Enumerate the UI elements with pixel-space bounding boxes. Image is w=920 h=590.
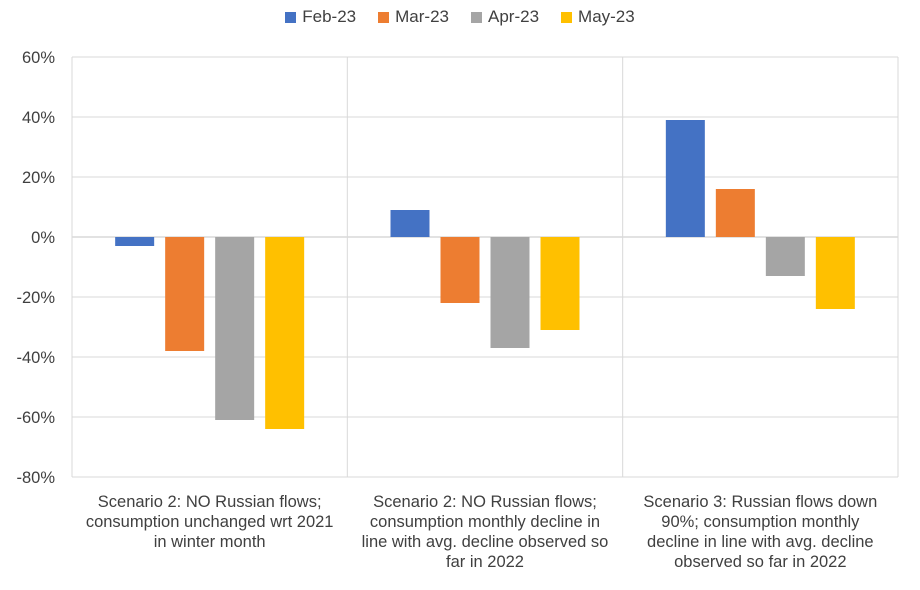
x-category-label-line: line with avg. decline observed so bbox=[361, 533, 609, 551]
y-tick-label: -80% bbox=[16, 469, 55, 487]
bar-mar-23 bbox=[165, 237, 205, 351]
legend-item: Mar-23 bbox=[378, 7, 449, 27]
x-category-label-line: observed so far in 2022 bbox=[674, 553, 847, 571]
legend-swatch bbox=[561, 11, 573, 23]
x-category-label-line: in winter month bbox=[153, 533, 266, 551]
y-tick-label: 20% bbox=[22, 169, 55, 187]
legend-label: May-23 bbox=[578, 7, 635, 26]
x-category-label-line: consumption unchanged wrt 2021 bbox=[85, 513, 334, 531]
bar-apr-23 bbox=[215, 237, 255, 420]
legend-swatch bbox=[285, 11, 297, 23]
x-category-label-line: decline in line with avg. decline bbox=[647, 533, 874, 551]
x-category-label-line: Scenario 3: Russian flows down bbox=[643, 493, 878, 511]
legend-item: Apr-23 bbox=[471, 7, 539, 27]
bar-may-23 bbox=[815, 237, 855, 309]
legend-swatch bbox=[471, 11, 482, 23]
legend-swatch bbox=[378, 11, 390, 23]
x-category-label-line: Scenario 2: NO Russian flows; bbox=[373, 493, 597, 511]
y-tick-label: -40% bbox=[16, 349, 55, 367]
y-tick-label: -20% bbox=[16, 289, 55, 307]
y-tick-label: 60% bbox=[22, 49, 55, 67]
bar-mar-23 bbox=[715, 189, 755, 237]
bar-apr-23 bbox=[490, 237, 530, 348]
y-tick-label: 0% bbox=[31, 229, 55, 247]
x-category-label-line: consumption monthly decline in bbox=[369, 513, 601, 531]
x-category-label: Scenario 3: Russian flows down 90%; consu… bbox=[625, 492, 895, 572]
bar-feb-23 bbox=[665, 120, 705, 237]
x-category-label: Scenario 2: NO Russian flows; consumption… bbox=[75, 492, 345, 552]
bar-feb-23 bbox=[115, 237, 155, 246]
legend-item: Feb-23 bbox=[285, 7, 356, 27]
legend-label: Apr-23 bbox=[488, 7, 540, 26]
bar-may-23 bbox=[265, 237, 305, 429]
x-category-label: Scenario 2: NO Russian flows; consumption… bbox=[350, 492, 620, 572]
legend: Feb-23 Mar-23 Apr-23 May-23 bbox=[0, 7, 920, 27]
legend-item: May-23 bbox=[561, 7, 635, 27]
legend-label: Feb-23 bbox=[302, 7, 357, 26]
x-category-label-line: Scenario 2: NO Russian flows; bbox=[97, 493, 322, 511]
bar-mar-23 bbox=[440, 237, 480, 303]
x-category-label-line: far in 2022 bbox=[446, 553, 524, 571]
bar-apr-23 bbox=[765, 237, 805, 276]
y-tick-label: 40% bbox=[22, 109, 55, 127]
x-category-label-line: 90%; consumption monthly bbox=[661, 513, 860, 531]
bar-may-23 bbox=[540, 237, 580, 330]
y-tick-label: -60% bbox=[16, 409, 55, 427]
legend-label: Mar-23 bbox=[395, 7, 449, 26]
bar-feb-23 bbox=[390, 210, 430, 237]
